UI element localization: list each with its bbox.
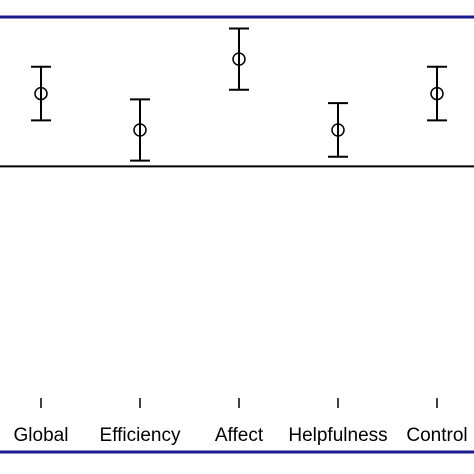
error-bar	[130, 98, 150, 162]
point	[133, 123, 147, 137]
error-bar	[229, 27, 249, 91]
error-bar	[31, 65, 51, 122]
error-bar	[427, 65, 447, 122]
point	[232, 52, 246, 66]
point	[430, 86, 444, 101]
x-tick-label: Helpfulness	[288, 425, 387, 446]
x-tick-label: Global	[14, 425, 69, 446]
point	[331, 123, 345, 137]
x-tick-label: Efficiency	[100, 425, 181, 446]
error-bar	[328, 102, 348, 158]
x-tick-label: Control	[406, 425, 467, 446]
point	[34, 86, 48, 101]
x-tick-label: Affect	[215, 425, 264, 446]
